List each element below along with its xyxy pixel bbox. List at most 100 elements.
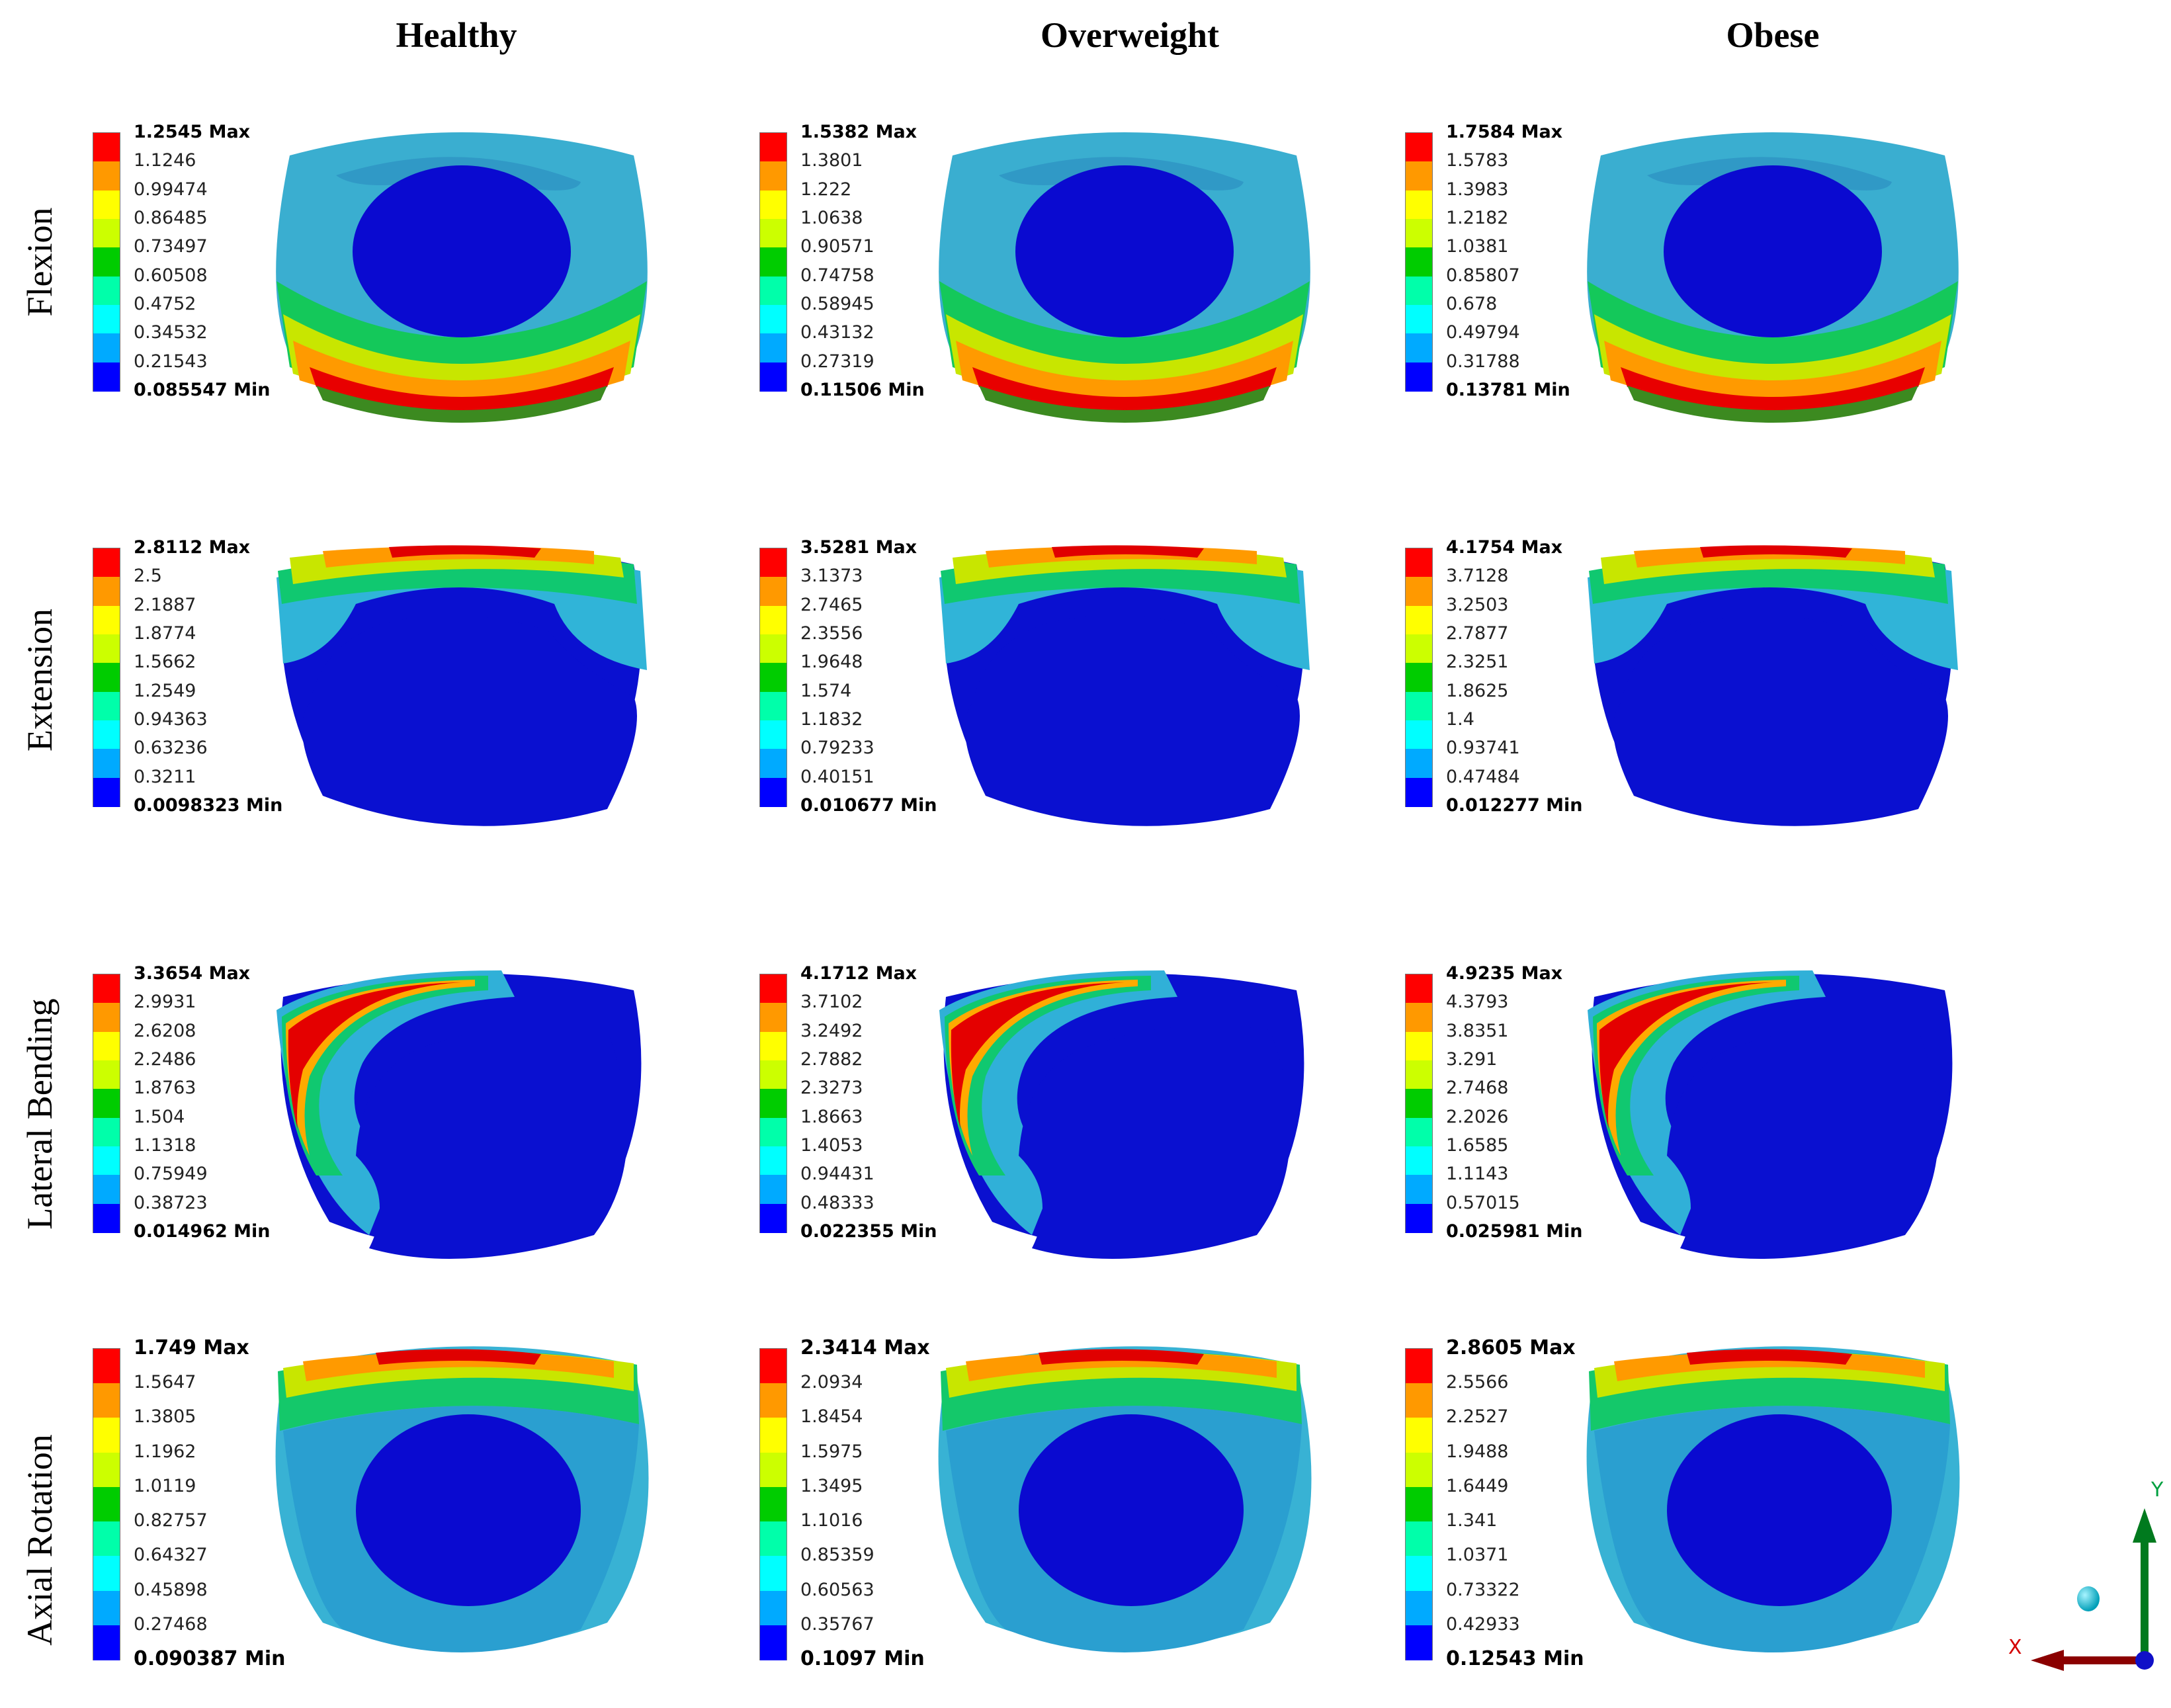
legend-level-label: 0.99474 [134, 179, 208, 200]
y-axis-arrowhead [2133, 1508, 2156, 1543]
legend-level-label: 3.8351 [1446, 1020, 1509, 1041]
color-swatch [93, 1349, 120, 1384]
color-swatch [760, 777, 787, 807]
legend-level-label: 1.5975 [800, 1441, 863, 1462]
legend-level-label: 1.1016 [800, 1510, 863, 1531]
legend-level-label: 0.75949 [134, 1164, 208, 1185]
color-swatch [760, 1383, 787, 1419]
legend-level-label: 1.8763 [134, 1078, 196, 1099]
z-axis-marker [2135, 1651, 2154, 1670]
legend-max-label: 1.2545 Max [134, 122, 251, 142]
disc-contour-plot [276, 132, 648, 423]
legend-min-label: 0.0098323 Min [134, 795, 283, 816]
legend-level-label: 2.1887 [134, 594, 196, 615]
color-swatch [760, 548, 787, 577]
color-swatch [93, 1175, 120, 1205]
legend-level-label: 0.63236 [134, 738, 208, 759]
color-swatch [760, 305, 787, 334]
color-swatch [93, 1146, 120, 1175]
color-swatch [760, 247, 787, 277]
legend-level-label: 0.35767 [800, 1613, 874, 1635]
legend-max-label: 4.1712 Max [800, 963, 917, 984]
color-bar [93, 548, 120, 807]
color-swatch [93, 247, 120, 277]
color-swatch [93, 634, 120, 663]
color-swatch [1406, 219, 1432, 248]
color-swatch [93, 161, 120, 191]
legend-level-label: 0.678 [1446, 294, 1498, 314]
legend-level-label: 1.504 [134, 1106, 185, 1127]
legend-flexion-obese: 1.7584 Max 1.5783 1.3983 1.2182 1.0381 0.8580… [1405, 122, 1603, 404]
legend-max-label: 1.749 Max [134, 1336, 249, 1359]
color-swatch [760, 1452, 787, 1488]
color-swatch [93, 276, 120, 306]
color-swatch [93, 305, 120, 334]
color-swatch [1406, 1089, 1432, 1119]
legend-level-label: 0.48333 [800, 1192, 874, 1213]
legend-level-label: 2.6208 [134, 1020, 196, 1041]
color-swatch [760, 1089, 787, 1119]
legend-level-label: 3.2503 [1446, 594, 1509, 615]
color-swatch [93, 1060, 120, 1089]
legend-extension-overweight: 3.5281 Max 3.1373 2.7465 2.3556 1.9648 1.574 1… [759, 538, 958, 819]
color-swatch [1406, 634, 1432, 663]
legend-level-label: 0.79233 [800, 738, 874, 759]
legend-level-label: 1.9648 [800, 652, 863, 673]
color-swatch [760, 219, 787, 248]
legend-min-label: 0.022355 Min [800, 1221, 937, 1242]
legend-level-label: 3.291 [1446, 1049, 1498, 1070]
legend-max-label: 4.1754 Max [1446, 537, 1563, 558]
disc-contour-plot [1588, 970, 1953, 1259]
color-swatch [760, 190, 787, 220]
legend-max-label: 2.8605 Max [1446, 1336, 1576, 1359]
color-swatch [1406, 276, 1432, 306]
disc-contour-plot [275, 1346, 649, 1652]
legend-level-label: 1.0371 [1446, 1545, 1509, 1566]
color-swatch [760, 634, 787, 663]
color-bar [759, 974, 787, 1233]
legend-level-label: 0.47484 [1446, 766, 1520, 787]
color-swatch [93, 133, 120, 162]
legend-level-label: 1.4053 [800, 1135, 863, 1156]
disc-contour-plot [277, 970, 642, 1259]
color-swatch [1406, 1556, 1432, 1592]
color-bar [93, 132, 120, 392]
legend-level-label: 1.3805 [134, 1406, 196, 1428]
color-swatch [760, 691, 787, 721]
color-swatch [760, 1349, 787, 1384]
color-swatch [93, 1089, 120, 1119]
column-title-overweight: Overweight [1041, 15, 1219, 55]
legend-level-label: 1.574 [800, 680, 852, 701]
color-bar [759, 548, 787, 807]
legend-level-label: 0.85359 [800, 1545, 874, 1566]
color-swatch [1406, 1452, 1432, 1488]
disc-contour-plot [1586, 1346, 1960, 1652]
color-swatch [760, 1031, 787, 1061]
color-swatch [93, 548, 120, 577]
legend-max-label: 3.3654 Max [134, 963, 251, 984]
color-swatch [760, 276, 787, 306]
legend-max-label: 2.3414 Max [800, 1336, 930, 1359]
legend-level-label: 0.90571 [800, 236, 874, 257]
legend-level-label: 0.73322 [1446, 1579, 1520, 1600]
legend-level-label: 0.4752 [134, 294, 196, 314]
legend-level-label: 0.60508 [134, 265, 208, 286]
legend-min-label: 0.090387 Min [134, 1647, 286, 1670]
legend-level-label: 4.3793 [1446, 992, 1509, 1013]
color-swatch [93, 1383, 120, 1419]
view-sphere [2077, 1586, 2100, 1611]
color-swatch [760, 974, 787, 1003]
color-swatch [93, 720, 120, 749]
color-swatch [93, 1203, 120, 1233]
color-swatch [93, 1452, 120, 1488]
color-swatch [1406, 305, 1432, 334]
color-swatch [1406, 691, 1432, 721]
disc-contour-plot [938, 1346, 1312, 1652]
legend-level-label: 1.3801 [800, 150, 863, 171]
disc-contour-plot [939, 545, 1310, 826]
legend-level-label: 0.85807 [1446, 265, 1520, 286]
legend-level-label: 0.94363 [134, 709, 208, 730]
disc-axial-rotation-healthy [263, 1332, 660, 1679]
legend-level-label: 0.45898 [134, 1579, 208, 1600]
color-swatch [93, 691, 120, 721]
